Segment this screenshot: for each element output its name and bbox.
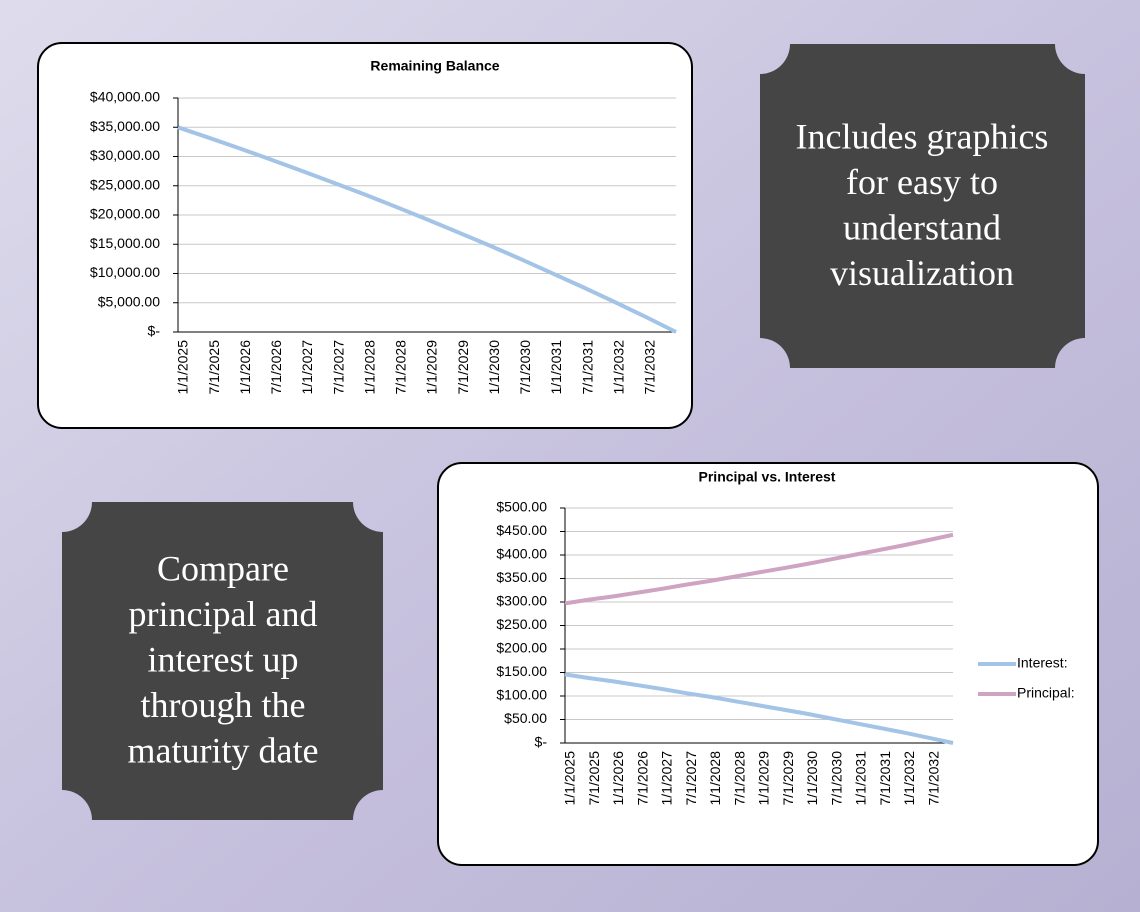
x-tick-label: 7/1/2025	[586, 751, 602, 806]
caption-line: maturity date	[128, 730, 319, 770]
y-tick-label: $50.00	[504, 710, 547, 726]
x-tick-label: 7/1/2031	[877, 751, 893, 806]
y-tick-label: $500.00	[496, 499, 547, 515]
y-tick-label: $15,000.00	[90, 235, 160, 251]
x-tick-label: 1/1/2027	[659, 751, 675, 806]
x-tick-label: 1/1/2028	[707, 751, 723, 806]
y-tick-label: $40,000.00	[90, 89, 160, 105]
caption-line: interest up	[148, 639, 299, 679]
x-tick-label: 7/1/2032	[642, 340, 658, 395]
x-tick-label: 1/1/2030	[804, 751, 820, 806]
x-tick-label: 7/1/2027	[683, 751, 699, 806]
x-tick-label: 7/1/2029	[455, 340, 471, 395]
y-tick-label: $35,000.00	[90, 118, 160, 134]
data-line	[564, 672, 954, 745]
x-tick-label: 7/1/2032	[925, 751, 941, 806]
y-tick-label: $450.00	[496, 522, 547, 538]
y-tick-label: $-	[535, 734, 548, 750]
y-tick-label: $250.00	[496, 616, 547, 632]
chart-title: Remaining Balance	[370, 58, 499, 74]
x-tick-label: 7/1/2030	[517, 340, 533, 395]
data-line	[564, 532, 954, 606]
caption-line: Includes graphics	[796, 116, 1049, 156]
y-tick-label: $30,000.00	[90, 147, 160, 163]
x-tick-label: 7/1/2028	[731, 751, 747, 806]
chart-panel	[437, 462, 1099, 866]
y-tick-label: $20,000.00	[90, 206, 160, 222]
legend-label: Principal:	[1017, 685, 1075, 701]
x-tick-label: 1/1/2025	[175, 340, 191, 395]
x-tick-label: 7/1/2028	[393, 340, 409, 395]
y-tick-label: $350.00	[496, 569, 547, 585]
x-tick-label: 1/1/2029	[424, 340, 440, 395]
caption-line: for easy to	[846, 162, 998, 202]
y-tick-label: $200.00	[496, 640, 547, 656]
caption-line: understand	[843, 207, 1001, 247]
x-tick-label: 1/1/2028	[361, 340, 377, 395]
y-tick-label: $150.00	[496, 663, 547, 679]
caption-line: through the	[141, 685, 306, 725]
chart-title: Principal vs. Interest	[699, 469, 836, 485]
x-tick-label: 1/1/2032	[610, 340, 626, 395]
caption-line: visualization	[830, 253, 1014, 293]
y-tick-label: $5,000.00	[98, 293, 160, 309]
legend-label: Interest:	[1017, 655, 1068, 671]
y-tick-label: $100.00	[496, 687, 547, 703]
x-tick-label: 7/1/2026	[634, 751, 650, 806]
caption-box	[62, 502, 383, 820]
x-tick-label: 1/1/2026	[237, 340, 253, 395]
x-tick-label: 7/1/2026	[268, 340, 284, 395]
x-tick-label: 1/1/2025	[562, 751, 578, 806]
x-tick-label: 1/1/2030	[486, 340, 502, 395]
y-tick-label: $400.00	[496, 546, 547, 562]
x-tick-label: 7/1/2030	[828, 751, 844, 806]
y-tick-label: $25,000.00	[90, 176, 160, 192]
caption-box	[760, 44, 1085, 368]
x-tick-label: 1/1/2032	[901, 751, 917, 806]
caption-line: Compare	[157, 548, 289, 588]
x-tick-label: 7/1/2027	[330, 340, 346, 395]
data-line	[177, 125, 677, 334]
caption-line: principal and	[129, 594, 318, 634]
x-tick-label: 1/1/2026	[610, 751, 626, 806]
y-tick-label: $300.00	[496, 593, 547, 609]
x-tick-label: 1/1/2031	[853, 751, 869, 806]
x-tick-label: 1/1/2031	[548, 340, 564, 395]
y-tick-label: $10,000.00	[90, 264, 160, 280]
x-tick-label: 1/1/2027	[299, 340, 315, 395]
y-tick-label: $-	[148, 323, 161, 339]
x-tick-label: 7/1/2031	[579, 340, 595, 395]
x-tick-label: 7/1/2029	[780, 751, 796, 806]
x-tick-label: 1/1/2029	[756, 751, 772, 806]
x-tick-label: 7/1/2025	[206, 340, 222, 395]
